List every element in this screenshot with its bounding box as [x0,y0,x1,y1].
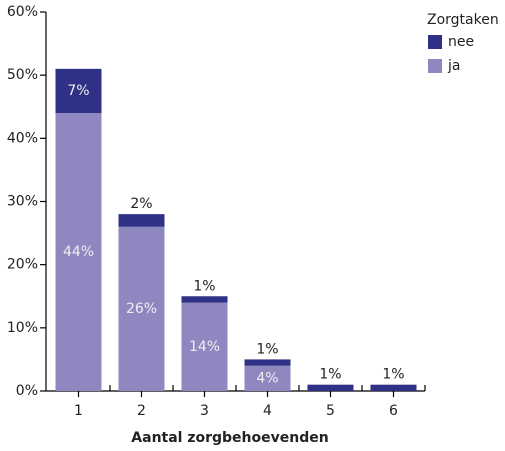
legend-title: Zorgtaken [427,12,499,28]
x-tick-label: 2 [137,403,146,419]
legend-label: nee [448,34,474,50]
x-tick-label: 3 [200,403,209,419]
data-label: 4% [256,370,278,386]
legend-label: ja [447,58,460,74]
bar-segment [55,113,102,392]
y-tick-label: 60% [7,4,38,20]
data-label: 1% [256,341,278,357]
y-tick-label: 50% [7,67,38,83]
y-tick-label: 10% [7,320,38,336]
bar-segment [244,359,291,366]
bar-segment [181,296,228,303]
data-label: 44% [63,244,94,260]
data-label: 1% [319,367,341,383]
data-label: 26% [126,301,157,317]
data-label: 2% [130,196,152,212]
data-label: 14% [189,339,220,355]
legend-swatch [428,59,442,73]
data-label: 1% [382,367,404,383]
x-tick-label: 1 [74,403,83,419]
x-axis-label: Aantal zorgbehoevenden [131,430,328,446]
legend-swatch [428,35,442,49]
data-label: 1% [193,278,215,294]
bar-segment [118,226,165,391]
x-tick-label: 4 [263,403,272,419]
y-tick-label: 30% [7,194,38,210]
data-label: 7% [67,83,89,99]
bar-segment [370,384,417,391]
bar-segment [307,384,354,391]
bar-segment [55,68,102,114]
y-tick-label: 0% [16,383,38,399]
bar-segment [181,302,228,391]
bar-segment [244,365,291,391]
x-tick-label: 5 [326,403,335,419]
x-tick-label: 6 [389,403,398,419]
y-tick-label: 40% [7,130,38,146]
bar-segment [118,214,165,227]
y-tick-label: 20% [7,257,38,273]
